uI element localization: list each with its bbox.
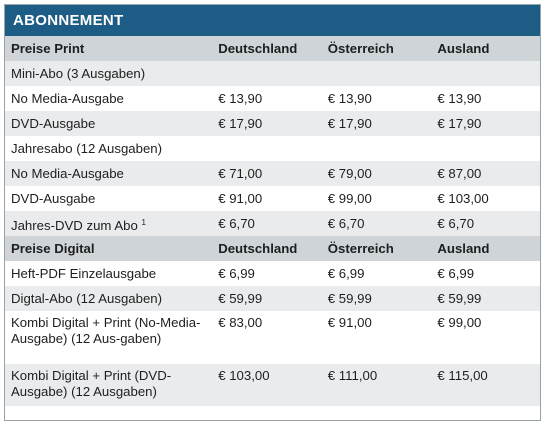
table-row: Digtal-Abo (12 Ausgaben) € 59,99 € 59,99… [5,286,540,311]
table-row: Heft-PDF Einzelausgabe € 6,99 € 6,99 € 6… [5,261,540,286]
price-austria: € 79,00 [327,166,372,182]
price-germany [212,73,322,74]
row-label: Heft-PDF Einzelausgabe [11,266,157,282]
price-austria: € 6,70 [327,216,365,232]
price-abroad: € 13,90 [437,91,482,107]
print-header-row: Preise Print Deutschland Österreich Ausl… [5,36,540,61]
column-header-austria: Österreich [327,41,394,57]
column-header-austria: Österreich [327,241,394,257]
price-austria [322,73,432,74]
print-section-heading: Preise Print [11,41,85,57]
price-austria: € 111,00 [327,368,378,383]
price-germany: € 17,90 [218,116,263,132]
table-row: Kombi Digital + Print (No-Media-Ausgabe)… [5,311,540,364]
price-abroad [431,148,540,149]
row-label: DVD-Ausgabe [11,116,96,132]
table-row: No Media-Ausgabe € 13,90 € 13,90 € 13,90 [5,86,540,111]
row-label: No Media-Ausgabe [11,91,124,107]
price-germany: € 59,99 [218,291,263,307]
column-header-germany: Deutschland [218,41,298,57]
table-row: Mini-Abo (3 Ausgaben) [5,61,540,86]
row-label: Kombi Digital + Print (DVD-Ausgabe) (12 … [11,368,172,399]
price-austria: € 91,00 [327,315,372,330]
price-germany: € 83,00 [218,315,263,330]
row-label: No Media-Ausgabe [11,166,124,182]
price-germany: € 13,90 [218,91,263,107]
price-germany: € 6,70 [218,216,255,232]
column-header-abroad: Ausland [437,241,490,257]
price-germany [212,148,322,149]
subscription-price-table: ABONNEMENT Preise Print Deutschland Öste… [4,4,541,421]
table-row: No Media-Ausgabe € 71,00 € 79,00 € 87,00 [5,161,540,186]
table-row: DVD-Ausgabe € 91,00 € 99,00 € 103,00 [5,186,540,211]
price-germany: € 91,00 [218,191,263,207]
price-abroad: € 103,00 [437,191,489,207]
price-austria [322,148,432,149]
table-row: Jahres-DVD zum Abo 1 € 6,70 € 6,70 € 6,7… [5,211,540,236]
price-abroad: € 87,00 [437,166,482,182]
table-row: Jahresabo (12 Ausgaben) [5,136,540,161]
price-germany: € 6,99 [218,266,255,282]
digital-header-row: Preise Digital Deutschland Österreich Au… [5,236,540,261]
price-germany: € 71,00 [218,166,263,182]
price-abroad: € 99,00 [437,315,482,330]
price-austria: € 6,99 [327,266,365,282]
footnote-marker: 1 [141,217,146,227]
price-austria: € 99,00 [327,191,372,207]
table-row: DVD-Ausgabe € 17,90 € 17,90 € 17,90 [5,111,540,136]
table-row: Kombi Digital + Print (DVD-Ausgabe) (12 … [5,364,540,406]
row-label: Digtal-Abo (12 Ausgaben) [11,291,163,307]
row-label-text: Jahres-DVD zum Abo [11,217,138,233]
table-title: ABONNEMENT [5,5,540,36]
price-austria: € 13,90 [327,91,372,107]
row-label: Jahresabo (12 Ausgaben) [11,141,163,157]
row-label: DVD-Ausgabe [11,191,96,207]
price-abroad: € 6,99 [437,266,475,282]
row-label: Kombi Digital + Print (No-Media-Ausgabe)… [11,315,201,346]
row-label: Mini-Abo (3 Ausgaben) [11,66,146,82]
price-abroad: € 17,90 [437,116,482,132]
price-abroad: € 6,70 [437,216,475,232]
price-abroad [431,73,540,74]
digital-section-heading: Preise Digital [11,241,95,257]
price-austria: € 17,90 [327,116,372,132]
price-abroad: € 115,00 [437,368,488,383]
column-header-abroad: Ausland [437,41,490,57]
price-abroad: € 59,99 [437,291,482,307]
column-header-germany: Deutschland [218,241,298,257]
price-germany: € 103,00 [218,368,270,383]
price-austria: € 59,99 [327,291,372,307]
row-label: Jahres-DVD zum Abo 1 [5,214,212,234]
